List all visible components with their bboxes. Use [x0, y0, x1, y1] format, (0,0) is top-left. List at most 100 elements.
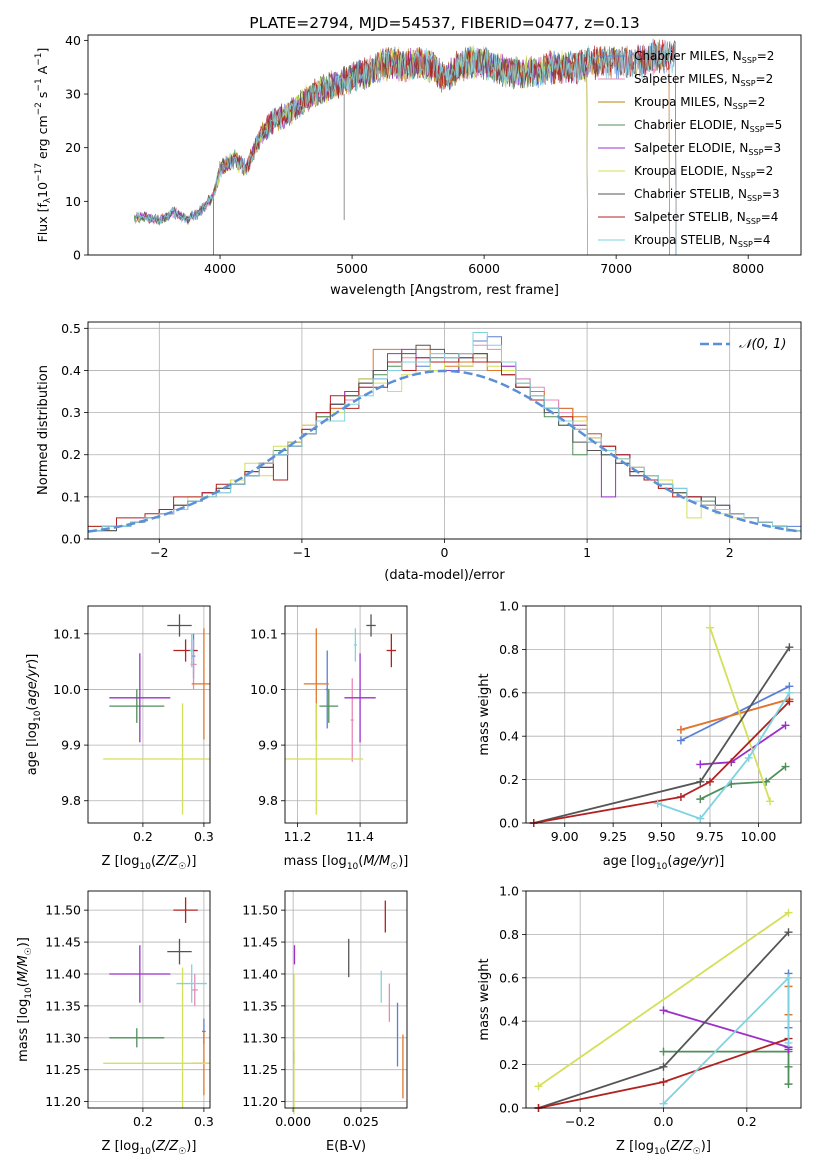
y-tick-label: 0.2 [499, 772, 519, 787]
weight-marker [744, 753, 753, 762]
legend-entry: Salpeter ELODIE, NSSP=3 [634, 141, 781, 157]
y-axis-label: age [log10(age/yr)] [25, 654, 43, 776]
y-tick-label: 0.8 [499, 927, 519, 942]
x-tick-label: 1 [583, 545, 591, 560]
y-tick-label: 11.20 [242, 1094, 278, 1109]
x-tick-label: −0.2 [565, 1114, 595, 1129]
weight-marker [766, 797, 775, 806]
weight-line [709, 627, 771, 802]
weight-marker [785, 643, 794, 652]
legend-entry: Kroupa STELIB, NSSP=4 [634, 233, 771, 249]
y-tick-label: 30 [65, 87, 81, 102]
chart-title: PLATE=2794, MJD=54537, FIBERID=0477, z=0… [249, 14, 639, 32]
y-tick-label: 0.0 [499, 1101, 519, 1116]
points [103, 897, 210, 1108]
points [285, 614, 397, 815]
y-tick-label: 20 [65, 140, 81, 155]
y-tick-label: 11.50 [45, 903, 81, 918]
spectrum-panel: 4000 5000 6000 7000 8000 0 10 20 30 40 Chabrier MI… [34, 14, 802, 298]
x-tick-label: 9.25 [599, 829, 627, 844]
data-point [285, 703, 364, 815]
y-tick-label: 0.4 [61, 363, 81, 378]
data-point [173, 897, 198, 923]
y-axis-label: Flux [fλ10−17 erg cm−2 s−1 A−1] [34, 48, 53, 243]
x-axis-label: wavelength [Angstrom, rest frame] [330, 283, 559, 298]
weight-line [699, 765, 787, 800]
axes-frame [87, 321, 802, 540]
x-axis-label: mass [log10(M/M☉)] [284, 854, 409, 872]
weight-series [659, 1006, 793, 1054]
weight-marker [659, 1006, 668, 1015]
legend-entry: Salpeter STELIB, NSSP=4 [634, 210, 778, 226]
y-tick-label: 11.35 [45, 998, 81, 1013]
y-axis-label: Normed distribution [36, 365, 51, 495]
weight-line [663, 1050, 790, 1085]
data-point [319, 689, 339, 723]
y-tick-label: 0.8 [499, 642, 519, 657]
axes-frame [525, 890, 802, 1109]
y-tick-label: 11.30 [45, 1030, 81, 1045]
x-tick-label: 4000 [204, 261, 236, 276]
histograms [88, 332, 801, 539]
spectrum-legend: Chabrier MILES, NSSP=2 Salpeter MILES, NS… [598, 49, 782, 249]
data-point [176, 964, 207, 1003]
data-point [167, 614, 192, 637]
weight-marker [784, 1062, 793, 1071]
x-tick-label: −2 [150, 545, 168, 560]
y-tick-label: 11.45 [45, 935, 81, 950]
y-tick-label: 11.40 [45, 966, 81, 981]
x-tick-label: 2 [726, 545, 734, 560]
weight-marker [696, 760, 705, 769]
y-tick-label: 0.5 [61, 321, 81, 336]
weight-marker [659, 1062, 668, 1071]
data-point [191, 973, 198, 1006]
weight-marker [785, 688, 794, 697]
data-point [109, 689, 165, 723]
legend-entry: Kroupa ELODIE, NSSP=2 [634, 164, 773, 180]
legend-entry: Chabrier MILES, NSSP=2 [634, 49, 774, 65]
x-tick-label: 7000 [600, 261, 632, 276]
data-point [191, 628, 210, 740]
y-tick-label: 9.8 [258, 793, 278, 808]
z-weight-panel: −0.2 0.0 0.2 0.0 0.2 0.4 0.6 0.8 1.0 Z [log10(Z/Z… [477, 884, 802, 1157]
data-point [109, 653, 171, 743]
y-tick-label: 10.0 [250, 682, 278, 697]
residuals-panel: −2 −1 0 1 2 0.0 0.1 0.2 0.3 0.4 0.5 𝒩(0, 1) (data-mo… [36, 321, 802, 583]
spectrum-line [133, 41, 677, 255]
y-tick-label: 0.2 [499, 1057, 519, 1072]
weight-marker [659, 1047, 668, 1056]
y-tick-label: 11.40 [242, 966, 278, 981]
data-point [173, 639, 198, 662]
x-tick-label: 8000 [732, 261, 764, 276]
x-tick-label: 0.3 [194, 1114, 214, 1129]
weight-series [705, 623, 775, 806]
weight-marker [781, 762, 790, 771]
weight-marker [676, 792, 685, 801]
mass-age-panel: 11.2 11.4 9.8 9.9 10.0 10.1 mass [log10(M/M☉)] [250, 605, 409, 872]
data-point [109, 1028, 165, 1048]
x-tick-label: 9.75 [696, 829, 724, 844]
normal-curve [88, 369, 801, 533]
x-tick-label: 0.2 [737, 1114, 757, 1129]
x-tick-label: 0 [441, 545, 449, 560]
data-point [189, 633, 194, 668]
y-tick-label: 10.0 [53, 682, 81, 697]
age-weight-panel: 9.00 9.25 9.50 9.75 10.00 0.0 0.2 0.4 0.6 0.8 1.0 a… [477, 599, 802, 872]
x-tick-label: 11.2 [284, 829, 312, 844]
y-tick-label: 0.4 [499, 729, 519, 744]
ebv-mass-panel: 0.000 0.025 11.20 11.25 11.30 11.35 11.40 11.45… [242, 890, 408, 1154]
weight-series [653, 688, 794, 823]
weight-marker [659, 1099, 668, 1108]
y-tick-label: 9.9 [61, 738, 81, 753]
x-tick-label: 0.2 [133, 1114, 153, 1129]
x-axis-label: age [log10(age/yr)] [603, 854, 725, 872]
axes-frame [525, 605, 802, 824]
weight-marker [705, 777, 714, 786]
x-tick-label: 9.50 [648, 829, 676, 844]
y-tick-label: 1.0 [499, 599, 519, 614]
axes-frame [87, 605, 211, 824]
y-tick-label: 40 [65, 33, 81, 48]
y-tick-label: 0.6 [499, 685, 519, 700]
x-tick-label: 0.000 [275, 1114, 311, 1129]
